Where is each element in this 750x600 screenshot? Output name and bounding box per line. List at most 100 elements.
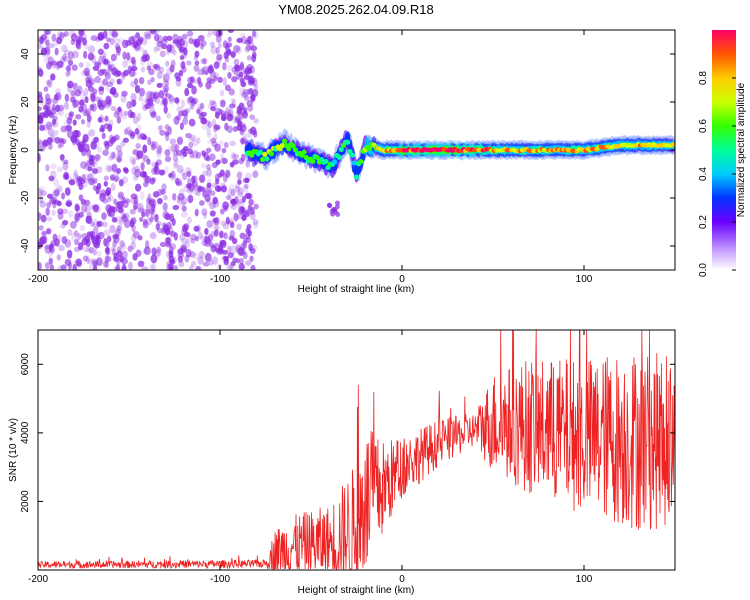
spectrogram-noise-point xyxy=(38,153,41,163)
spectrogram-noise-point xyxy=(210,41,215,48)
spectrogram-noise-point xyxy=(163,87,168,97)
spectrogram-noise-point xyxy=(195,151,202,159)
spectrogram-noise-point xyxy=(75,258,83,267)
y-tick-label: 40 xyxy=(20,48,31,60)
spectrogram-noise-point xyxy=(121,250,128,260)
spectrogram-noise-point xyxy=(38,225,44,231)
spectrogram-noise-point xyxy=(178,46,186,52)
spectrogram-noise-point xyxy=(147,97,154,106)
spectrogram-noise-point xyxy=(73,230,79,237)
spectrogram-noise-point xyxy=(92,226,99,235)
spectrogram-secondary-point xyxy=(330,211,336,217)
colorbar: 0.0 0.2 0.4 0.6 0.8 Normalized spectral ampl… xyxy=(698,30,747,277)
spectrogram-noise-point xyxy=(219,230,224,239)
spectrogram-noise-point xyxy=(184,87,190,97)
spectrogram-noise-point xyxy=(240,36,248,45)
spectrogram-noise-point xyxy=(219,89,225,97)
spectrogram-noise-point xyxy=(141,266,149,270)
spectrogram-noise-point xyxy=(206,198,212,206)
spectrogram-noise-point xyxy=(45,44,50,53)
spectrogram-noise-point xyxy=(179,188,185,198)
spectrogram-noise-point xyxy=(38,188,43,197)
spectrogram-noise-point xyxy=(48,243,54,253)
spectrogram-noise-point xyxy=(78,146,85,153)
spectrogram-noise-point xyxy=(45,262,50,270)
spectrogram-noise-point xyxy=(179,61,186,69)
spectrogram-noise-point xyxy=(157,144,163,154)
spectrogram-noise-point xyxy=(229,140,236,147)
spectrogram-noise-point xyxy=(210,137,217,144)
spectrogram-noise-point xyxy=(111,163,118,173)
spectrogram-noise-point xyxy=(93,96,101,102)
spectrogram-noise-point xyxy=(237,187,244,197)
spectrogram-noise-point xyxy=(142,181,149,188)
spectrogram-noise-point xyxy=(74,213,81,222)
spectrogram-noise-point xyxy=(185,248,192,258)
spectrogram-noise-point xyxy=(101,132,106,140)
spectrogram-noise-point xyxy=(44,30,51,36)
spectrogram-noise-point xyxy=(228,103,236,109)
spectrogram-signal-cell xyxy=(670,142,675,147)
spectrogram-noise-point xyxy=(190,260,197,267)
y-tick-label: 4000 xyxy=(20,421,31,444)
spectrogram-noise-point xyxy=(176,115,182,121)
spectrogram-noise-point xyxy=(129,132,136,140)
spectrogram-noise-point xyxy=(130,92,137,102)
spectrogram-noise-point xyxy=(209,210,216,217)
spectrogram-noise-point xyxy=(115,50,121,56)
spectrogram-noise-point xyxy=(220,185,228,193)
spectrogram-noise-point xyxy=(166,250,173,259)
spectrogram-noise-point xyxy=(116,78,121,85)
spectrogram-noise-point xyxy=(178,69,184,77)
spectrogram-noise-point xyxy=(39,36,45,45)
spectrogram-noise-point xyxy=(158,90,165,99)
spectrogram-noise-point xyxy=(225,195,232,201)
spectrogram-noise-point xyxy=(179,152,186,160)
spectrogram-noise-point xyxy=(39,124,46,132)
spectrogram-noise-point xyxy=(54,136,61,144)
spectrogram-noise-point xyxy=(38,140,44,149)
spectrogram-noise-point xyxy=(138,76,145,85)
spectrogram-noise-point xyxy=(205,185,212,194)
spectrogram-noise-point xyxy=(116,154,123,163)
spectrogram-noise-point xyxy=(63,30,69,37)
spectrogram-noise-point xyxy=(113,170,120,177)
spectrogram-noise-point xyxy=(98,116,105,124)
spectrogram-noise-point xyxy=(175,181,183,187)
spectrogram-noise-point xyxy=(189,264,194,270)
spectrogram-noise-point xyxy=(166,236,172,246)
spectrogram-noise-point xyxy=(220,99,226,108)
spectrogram-noise-point xyxy=(225,106,231,115)
spectrogram-noise-point xyxy=(103,229,111,236)
colorbar-tick-label: 0.2 xyxy=(698,215,709,229)
spectrogram-noise-point xyxy=(188,118,196,127)
spectrogram-noise-point xyxy=(78,62,84,68)
spectrogram-noise-point xyxy=(106,97,112,106)
snr-panel: -200 -100 0 100 2000 4000 6000 Height of stra… xyxy=(8,329,676,596)
spectrogram-noise-point xyxy=(53,178,60,187)
spectrogram-noise-point xyxy=(129,111,136,118)
spectrogram-noise-point xyxy=(184,254,190,263)
spectrogram-noise-point xyxy=(246,223,252,230)
spectrogram-noise-point xyxy=(132,40,138,49)
spectrogram-noise-point xyxy=(101,212,107,221)
spectrogram-noise-point xyxy=(225,219,231,225)
spectrogram-noise-point xyxy=(145,202,152,212)
spectrogram-noise-point xyxy=(84,77,91,83)
spectrogram-marks xyxy=(38,30,675,270)
spectrogram-noise-point xyxy=(63,49,71,56)
spectrogram-noise-point xyxy=(192,186,199,196)
spectrogram-noise-point xyxy=(108,155,114,161)
spectrogram-noise-point xyxy=(253,203,259,210)
spectrogram-secondary-point xyxy=(327,203,333,209)
spectrogram-noise-point xyxy=(184,107,191,114)
spectrogram-noise-point xyxy=(42,35,50,43)
spectrogram-noise-point xyxy=(86,114,92,123)
spectrogram-noise-point xyxy=(220,220,227,227)
spectrogram-noise-point xyxy=(80,199,87,205)
spectrogram-noise-point xyxy=(94,76,102,84)
spectrogram-noise-point xyxy=(200,102,205,110)
spectrogram-noise-point xyxy=(38,186,46,192)
spectrogram-noise-point xyxy=(93,136,99,143)
spectrogram-noise-point xyxy=(232,153,240,159)
